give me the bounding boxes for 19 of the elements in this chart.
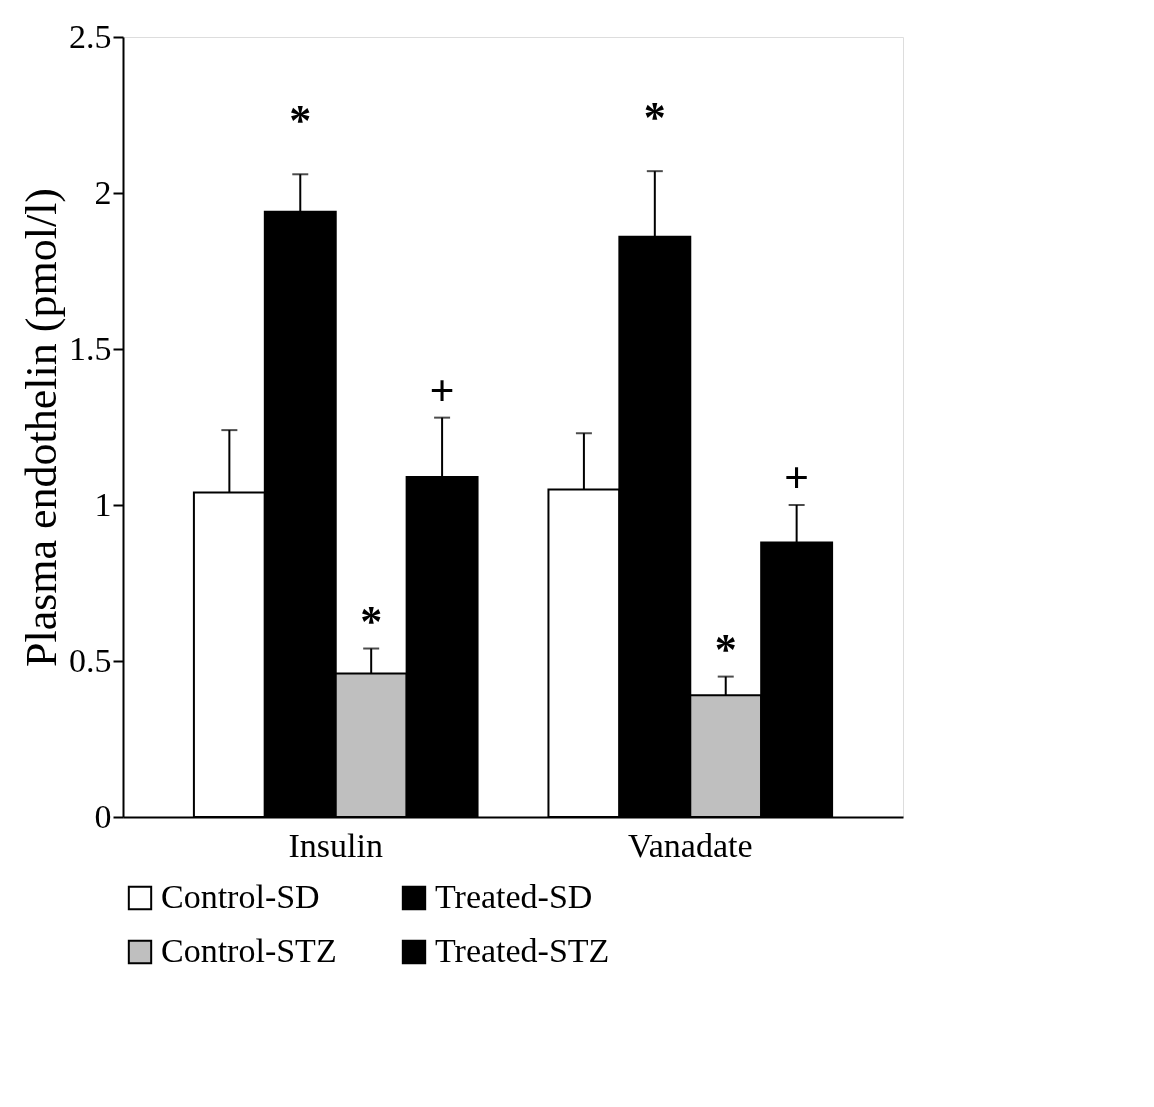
legend-label: Treated-STZ	[435, 932, 610, 969]
y-tick-label: 1.5	[69, 329, 112, 367]
y-tick-label: 0	[94, 797, 112, 835]
legend-label: Treated-SD	[435, 878, 593, 915]
legend-label: Control-STZ	[161, 932, 337, 969]
x-tick-label: Vanadate	[627, 826, 753, 864]
x-tick-label: Insulin	[288, 826, 383, 864]
annotation: *	[643, 93, 666, 143]
annotation: *	[714, 624, 737, 674]
annotation: +	[429, 365, 455, 415]
y-tick-label: 2	[94, 173, 112, 211]
y-tick-label: 2.5	[69, 17, 112, 55]
legend-label: Control-SD	[161, 878, 320, 915]
y-tick-label: 1	[94, 485, 112, 523]
annotation: *	[289, 96, 312, 146]
annotation: *	[360, 596, 383, 646]
y-tick-label: 0.5	[69, 641, 112, 679]
y-axis-title: Plasma endothelin (pmol/l)	[17, 187, 66, 668]
annotation: +	[784, 453, 810, 502]
